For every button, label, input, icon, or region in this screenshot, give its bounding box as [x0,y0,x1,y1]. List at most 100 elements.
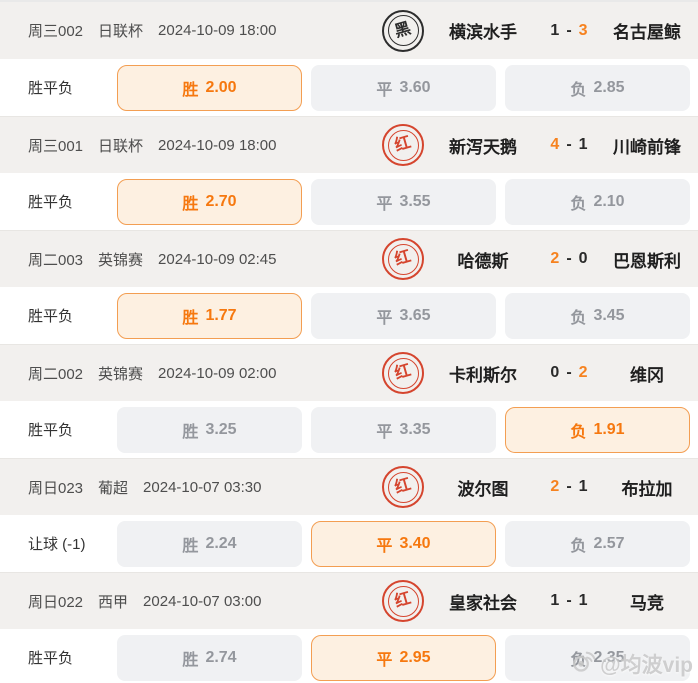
score-separator: - [566,478,572,495]
odds-button-draw[interactable]: 平 3.40 [311,520,496,567]
bet-type-label: 胜平负 [28,308,74,325]
bet-type-label: 胜平负 [28,650,74,667]
score-separator: - [566,592,572,609]
odds-win-label: 胜 [182,309,199,327]
result-stamp-inner-ring: 黑 [387,15,419,46]
result-stamp-badge: 红 [382,124,424,166]
score-separator: - [566,364,572,381]
odds-button-win[interactable]: 胜 2.70 [117,178,302,225]
odds-draw-label: 平 [376,423,393,441]
final-score: 2 - 1 [534,478,604,496]
odds-row: 让球 (-1) 胜 2.24 平 3.40 负 2.57 [0,515,698,572]
home-team-name: 新泻天鹅 [449,137,517,157]
result-stamp-text: 黑 [392,19,413,41]
odds-button-draw[interactable]: 平 3.65 [311,292,496,339]
match-datetime: 2024-10-09 02:45 [158,250,277,268]
away-score: 1 [578,478,588,495]
result-stamp-badge: 红 [382,580,424,622]
result-stamp-text: 红 [392,362,413,383]
odds-button-lose[interactable]: 负 2.85 [505,64,690,111]
match-meta: 周日022 西甲 2024-10-07 03:00 [28,591,382,612]
odds-button-draw[interactable]: 平 3.35 [311,406,496,453]
odds-win-label: 胜 [182,81,199,99]
odds-lose-label: 负 [570,309,587,327]
home-score: 0 [550,364,560,381]
odds-button-draw[interactable]: 平 2.95 [311,634,496,681]
odds-button-lose[interactable]: 负 2.57 [505,520,690,567]
match-info-row[interactable]: 周二002 英锦赛 2024-10-09 02:00 红 卡利斯尔 0 - 2 … [0,344,698,401]
match-code: 周二003 [28,251,84,269]
match-info-row[interactable]: 周日022 西甲 2024-10-07 03:00 红 皇家社会 1 - 1 马… [0,572,698,629]
odds-draw-value: 3.55 [399,192,431,210]
result-stamp-badge: 黑 [382,9,424,52]
match-code: 周二002 [28,365,84,383]
match-datetime: 2024-10-09 18:00 [158,22,277,39]
odds-button-lose[interactable]: 负 2.35 [505,634,690,681]
home-team-name: 卡利斯尔 [449,365,517,385]
odds-win-value: 1.77 [205,306,237,324]
score-separator: - [566,136,572,153]
match-info-row[interactable]: 周日023 葡超 2024-10-07 03:30 红 波尔图 2 - 1 布拉… [0,458,698,515]
odds-win-value: 2.24 [205,534,237,552]
match-meta: 周日023 葡超 2024-10-07 03:30 [28,477,382,498]
odds-lose-label: 负 [570,195,587,213]
odds-button-lose[interactable]: 负 2.10 [505,178,690,225]
away-score: 2 [578,364,588,381]
odds-draw-label: 平 [376,309,393,327]
odds-button-lose[interactable]: 负 1.91 [505,406,690,453]
home-team-name: 横滨水手 [449,23,517,42]
match-code: 周日023 [28,479,84,497]
away-team-name: 维冈 [630,365,664,385]
bet-type-label: 胜平负 [28,194,74,211]
odds-draw-label: 平 [376,81,393,99]
odds-draw-label: 平 [376,537,393,555]
match-code: 周日022 [28,593,84,611]
match-info-row[interactable]: 周三001 日联杯 2024-10-09 18:00 红 新泻天鹅 4 - 1 … [0,116,698,173]
match-info-row[interactable]: 周三002 日联杯 2024-10-09 18:00 黑 横滨水手 1 - 3 … [0,2,698,59]
league-name: 英锦赛 [98,365,144,383]
home-score: 4 [550,136,560,153]
odds-lose-value: 2.35 [593,648,625,666]
result-stamp-badge: 红 [382,352,424,394]
match-meta: 周三002 日联杯 2024-10-09 18:00 [28,20,382,41]
odds-draw-value: 3.65 [399,306,431,324]
odds-button-draw[interactable]: 平 3.55 [311,178,496,225]
final-score: 1 - 3 [534,22,604,40]
match-section: 周二002 英锦赛 2024-10-09 02:00 红 卡利斯尔 0 - 2 … [0,344,698,458]
away-team-name: 名古屋鲸 [613,23,681,42]
home-team-name: 皇家社会 [449,593,517,613]
odds-win-value: 3.25 [205,420,237,438]
score-separator: - [566,250,572,267]
odds-button-win[interactable]: 胜 2.24 [117,520,302,567]
odds-row: 胜平负 胜 2.00 平 3.60 负 2.85 [0,59,698,116]
odds-button-draw[interactable]: 平 3.60 [311,64,496,111]
odds-win-label: 胜 [182,537,199,555]
odds-draw-label: 平 [376,195,393,213]
match-meta: 周二002 英锦赛 2024-10-09 02:00 [28,363,382,384]
result-stamp-inner-ring: 红 [387,471,419,503]
home-team-name: 哈德斯 [457,251,509,271]
odds-button-lose[interactable]: 负 3.45 [505,292,690,339]
odds-win-value: 2.00 [205,78,237,96]
match-datetime: 2024-10-09 02:00 [158,364,277,382]
result-stamp-badge: 红 [382,238,424,280]
match-section: 周三001 日联杯 2024-10-09 18:00 红 新泻天鹅 4 - 1 … [0,116,698,230]
odds-win-label: 胜 [182,423,199,441]
match-info-row[interactable]: 周二003 英锦赛 2024-10-09 02:45 红 哈德斯 2 - 0 巴… [0,230,698,287]
odds-button-win[interactable]: 胜 2.74 [117,634,302,681]
odds-lose-label: 负 [570,423,587,441]
match-section: 周二003 英锦赛 2024-10-09 02:45 红 哈德斯 2 - 0 巴… [0,230,698,344]
final-score: 4 - 1 [534,136,604,154]
odds-button-win[interactable]: 胜 3.25 [117,406,302,453]
away-team-name: 马竞 [630,593,664,613]
home-team-name: 波尔图 [457,479,509,499]
odds-win-value: 2.70 [205,192,237,210]
odds-draw-value: 2.95 [399,648,431,666]
league-name: 日联杯 [98,23,144,40]
result-stamp-inner-ring: 红 [387,129,419,161]
odds-lose-value: 2.10 [593,192,625,210]
odds-row: 胜平负 胜 2.70 平 3.55 负 2.10 [0,173,698,230]
odds-button-win[interactable]: 胜 2.00 [117,64,302,111]
odds-button-win[interactable]: 胜 1.77 [117,292,302,339]
